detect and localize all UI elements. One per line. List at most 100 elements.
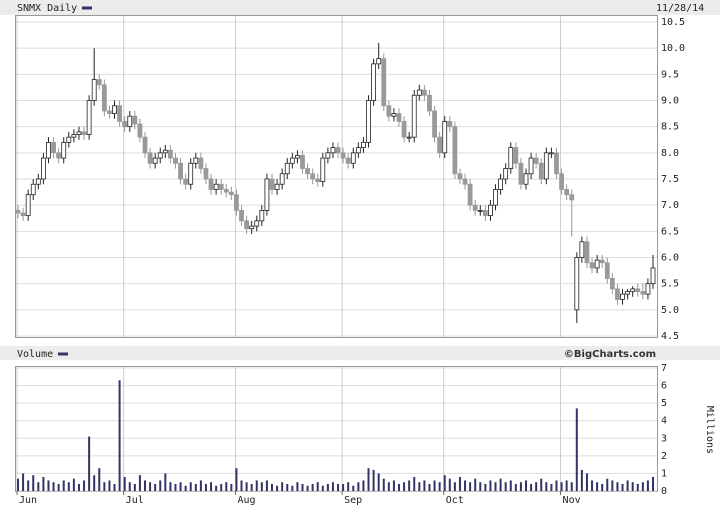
candle-body — [208, 178, 214, 190]
volume-bar — [377, 473, 380, 491]
volume-bar — [453, 482, 456, 491]
volume-bar — [301, 483, 304, 491]
candle-body — [86, 100, 92, 135]
candle-body — [559, 173, 564, 190]
y-tick-label: 5 — [661, 398, 667, 409]
y-axis-label: Millions — [704, 406, 715, 454]
volume-bar — [621, 483, 624, 491]
volume-bar — [230, 483, 233, 491]
volume-bar — [560, 482, 563, 491]
candle-body — [630, 288, 636, 292]
candle-body — [51, 141, 56, 154]
y-tick-label: 10.0 — [661, 43, 685, 54]
candle-body — [432, 110, 437, 138]
candle-body — [91, 79, 97, 101]
volume-bar — [189, 482, 192, 491]
volume-bar — [204, 483, 207, 491]
volume-bar — [479, 482, 482, 491]
candle-body — [645, 283, 651, 295]
volume-bar — [215, 485, 218, 491]
candle-body — [579, 241, 585, 258]
volume-bar — [240, 480, 243, 491]
volume-bar — [245, 482, 248, 491]
volume-bar — [464, 480, 467, 491]
candle-body — [594, 259, 600, 269]
y-tick-label: 5.5 — [661, 279, 679, 290]
volume-bar — [93, 475, 96, 491]
candle-body — [640, 291, 646, 295]
candle-body — [609, 278, 615, 290]
candle-body — [569, 194, 575, 201]
candle-body — [81, 131, 87, 135]
y-tick-label: 3 — [661, 433, 667, 444]
candle-body — [279, 173, 285, 185]
candle-body — [396, 113, 402, 122]
volume-bar — [316, 482, 319, 491]
candle-body — [157, 152, 163, 159]
candle-body — [167, 149, 173, 159]
volume-bar — [489, 480, 492, 491]
volume-bar — [57, 483, 60, 491]
volume-bar — [42, 476, 45, 491]
candle-body — [56, 152, 62, 159]
volume-bar — [448, 478, 451, 491]
candle-body — [203, 168, 209, 180]
candle-body — [523, 173, 529, 185]
candle-body — [198, 157, 204, 169]
candle-body — [528, 157, 534, 175]
volume-bar — [52, 482, 55, 491]
candle-body — [376, 58, 382, 65]
y-tick-label: 1 — [661, 468, 667, 479]
candle-body — [244, 220, 250, 230]
volume-bar — [428, 483, 431, 491]
volume-bar — [367, 468, 370, 491]
volume-bar — [494, 482, 497, 491]
candle-body — [477, 209, 483, 212]
candle-body — [66, 136, 72, 143]
candle-body — [315, 178, 321, 183]
volume-bar — [169, 482, 172, 491]
volume-bar — [194, 483, 197, 491]
candle-body — [584, 241, 590, 264]
candle-body — [604, 262, 610, 279]
candle-body — [462, 178, 468, 185]
y-tick-label: 6.0 — [661, 253, 679, 264]
volume-bar — [413, 476, 416, 491]
volume-bar — [408, 480, 411, 491]
volume-bar — [525, 480, 527, 491]
x-tick-label: Oct — [446, 495, 464, 506]
volume-bar — [149, 482, 152, 491]
candle-body — [391, 113, 397, 117]
y-tick-label: 6.5 — [661, 226, 679, 237]
candle-body — [112, 105, 117, 114]
volume-bar — [423, 480, 426, 491]
volume-bar — [326, 483, 329, 491]
candle-body — [101, 84, 107, 112]
candle-body — [635, 288, 641, 292]
volume-bar — [271, 483, 273, 491]
y-tick-label: 7 — [661, 363, 667, 374]
volume-bar — [144, 480, 146, 491]
volume-bar — [616, 482, 619, 491]
volume-bar — [250, 483, 253, 491]
candle-body — [46, 141, 51, 159]
candle-body — [615, 288, 620, 300]
candle-body — [259, 209, 265, 222]
volume-bar — [276, 485, 279, 491]
volume-bar — [77, 483, 80, 491]
candle-body — [589, 262, 595, 269]
candle-body — [325, 152, 331, 159]
volume-bar — [575, 408, 578, 491]
volume-bar — [306, 485, 309, 491]
candle-body — [61, 141, 67, 159]
candle-body — [574, 257, 580, 311]
chart-title: SNMX Daily — [17, 3, 77, 14]
candle-body — [30, 183, 36, 196]
x-tick-label: Sep — [344, 495, 362, 506]
volume-bar — [580, 469, 583, 491]
candle-body — [162, 149, 168, 154]
volume-bar — [652, 476, 654, 491]
volume-bar — [403, 482, 406, 491]
price-header — [0, 0, 720, 15]
volume-bar — [438, 482, 441, 491]
